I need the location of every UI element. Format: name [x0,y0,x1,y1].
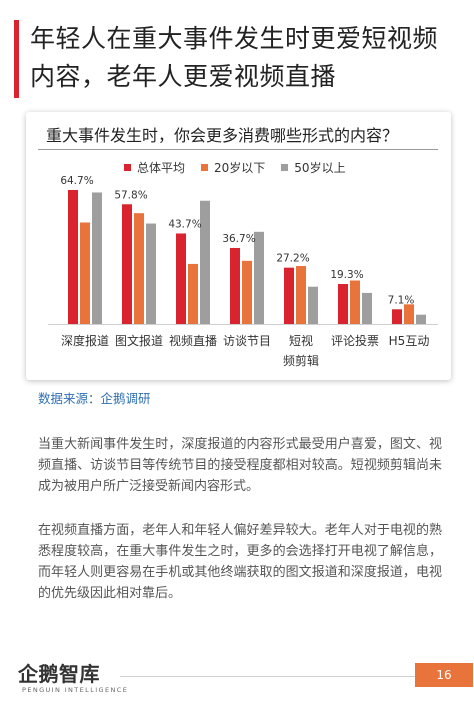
legend-item-under-20: 20岁以下 [201,159,265,176]
legend-swatch-under-20 [201,164,209,171]
title-accent-bar [14,20,19,98]
bar-over-50-0 [92,192,102,324]
category-label-2: 视频直播 [169,333,217,348]
bar-under-20-3 [242,260,252,324]
chart-card: 重大事件发生时，你会更多消费哪些形式的内容？ 总体平均 20岁以下 50岁以上 … [26,112,451,380]
legend-swatch-over-50 [281,164,289,171]
bar-over-50-2 [200,200,210,324]
body-paragraph-1: 当重大新闻事件发生时，深度报道的内容形式最受用户喜爱，图文、视频直播、访谈节目等… [38,437,442,494]
bar-over-50-6 [416,314,426,324]
data-label-4: 27.2% [276,253,309,265]
legend-label-total: 总体平均 [137,161,186,175]
bar-over-50-1 [146,223,156,324]
legend-swatch-total [124,164,131,171]
body-paragraph-2: 在视频直播方面，老年人和年轻人偏好差异较大。老年人对于电视的熟悉程度较高，在重大… [38,523,442,601]
category-label-4: 短视频剪辑 [283,333,319,368]
page-number: 16 [415,663,473,687]
data-source: 数据来源：企鹅调研 [38,391,151,406]
bar-over-50-4 [308,286,318,324]
footer-divider [120,676,415,677]
chart-title-divider [38,149,438,150]
bar-under-20-0 [80,222,90,324]
logo-subtext: PENGUIN INTELLIGENCE [22,686,129,694]
logo-text: 企鹅智库 [18,662,100,686]
data-label-1: 57.8% [114,189,147,201]
category-label-5: 评论投票 [331,333,379,348]
bar-under-20-1 [134,213,144,324]
bar-total-3 [230,247,240,324]
category-label-1: 图文报道 [115,333,163,348]
data-label-2: 43.7% [168,218,201,230]
bar-total-0 [68,189,78,324]
data-label-6: 7.1% [388,294,415,306]
category-label-0: 深度报道 [61,333,109,348]
bar-total-5 [338,284,348,324]
bar-under-20-5 [350,280,360,324]
bar-under-20-6 [404,304,414,324]
bar-chart: 64.7% 深度报道 57.8% 图文报道 43.7% 视频直播 36.7% 访谈节目 27.2… [48,175,438,368]
page-title: 年轻人在重大事件发生时更爱短视频内容，老年人更爱视频直播 [30,24,439,91]
bar-total-6 [392,309,402,324]
legend-item-over-50: 50岁以上 [281,159,346,176]
penguin-intelligence-logo: 企鹅智库 PENGUIN INTELLIGENCE [18,658,128,694]
data-label-5: 19.3% [330,269,363,281]
bar-under-20-4 [296,266,306,324]
data-label-0: 64.7% [60,175,93,187]
data-label-3: 36.7% [222,233,255,245]
legend-label-over-50: 50岁以上 [294,161,346,175]
bar-total-4 [284,267,294,324]
bar-over-50-5 [362,292,372,324]
category-label-3: 访谈节目 [223,334,271,348]
chart-legend: 总体平均 20岁以下 50岁以上 [124,159,346,176]
bar-under-20-2 [188,263,198,324]
legend-item-total: 总体平均 [124,159,185,176]
bar-over-50-3 [254,231,264,324]
bar-total-1 [122,204,132,324]
category-label-6: H5互动 [389,334,430,348]
legend-label-under-20: 20岁以下 [214,161,266,175]
chart-title: 重大事件发生时，你会更多消费哪些形式的内容？ [46,126,399,145]
bar-total-2 [176,233,186,324]
